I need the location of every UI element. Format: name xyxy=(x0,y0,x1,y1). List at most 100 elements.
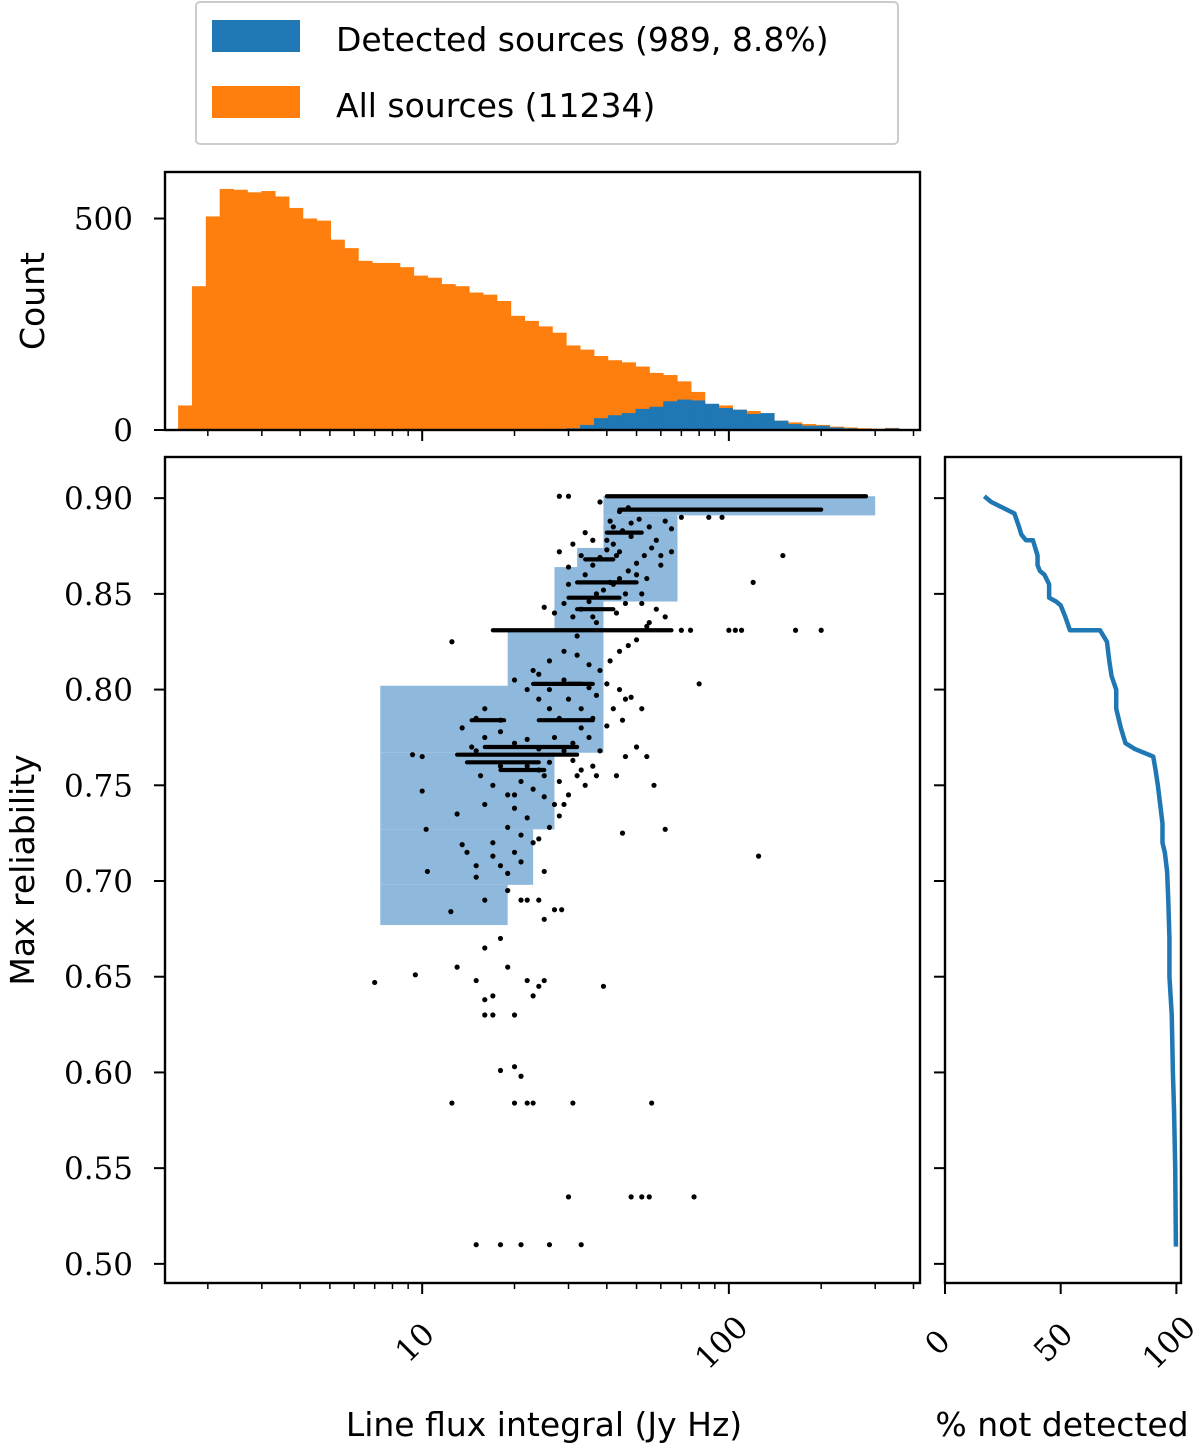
hist-bar-all xyxy=(317,221,331,430)
point-24 xyxy=(559,907,564,912)
point-106 xyxy=(512,741,517,746)
point-63 xyxy=(590,614,595,619)
point-104 xyxy=(482,735,487,740)
point-164 xyxy=(590,563,595,568)
point-143 xyxy=(547,658,552,663)
hist-bar-detected xyxy=(594,418,608,430)
point-161 xyxy=(642,553,647,558)
point-160 xyxy=(634,561,639,566)
point-8 xyxy=(449,639,454,644)
point-49 xyxy=(793,628,798,633)
hist-bar-all xyxy=(275,197,289,430)
point-205 xyxy=(579,725,584,730)
point-169 xyxy=(629,520,634,525)
point-46 xyxy=(726,628,731,633)
point-184 xyxy=(644,576,649,581)
point-154 xyxy=(586,599,591,604)
point-130 xyxy=(611,706,616,711)
point-3 xyxy=(420,754,425,759)
point-39 xyxy=(604,681,609,686)
hist-bar-all xyxy=(247,192,261,430)
point-191 xyxy=(626,505,631,510)
point-159 xyxy=(626,568,631,573)
point-208 xyxy=(552,735,557,740)
point-88 xyxy=(531,1100,536,1105)
hist-bar-all xyxy=(234,190,248,430)
point-12 xyxy=(455,811,460,816)
scatter-x-axis-label: Line flux integral (Jy Hz) xyxy=(346,1405,742,1444)
point-4 xyxy=(420,788,425,793)
point-189 xyxy=(608,519,613,524)
point-132 xyxy=(629,695,634,700)
point-179 xyxy=(542,605,547,610)
point-32 xyxy=(623,754,628,759)
point-128 xyxy=(597,748,602,753)
xtick-label-10: 10 xyxy=(388,1316,441,1369)
point-13 xyxy=(478,773,483,778)
hist-bar-all xyxy=(414,276,428,430)
not-detected-line xyxy=(984,496,1176,1246)
point-35 xyxy=(620,831,625,836)
point-16 xyxy=(512,792,517,797)
point-173 xyxy=(679,515,684,520)
point-66 xyxy=(557,549,562,554)
ytick-label-0.50: 0.50 xyxy=(64,1247,133,1283)
point-176 xyxy=(566,582,571,587)
point-86 xyxy=(512,1100,517,1105)
point-193 xyxy=(611,524,616,529)
point-195 xyxy=(570,542,575,547)
point-212 xyxy=(460,725,465,730)
ytick-label-0.60: 0.60 xyxy=(64,1055,133,1091)
point-89 xyxy=(570,1100,575,1105)
hist-bar-all xyxy=(566,345,580,430)
point-121 xyxy=(525,764,530,769)
point-112 xyxy=(542,794,547,799)
point-53 xyxy=(566,494,571,499)
point-77 xyxy=(525,978,530,983)
band-0 xyxy=(603,496,875,515)
point-75 xyxy=(490,993,495,998)
point-14 xyxy=(482,802,487,807)
point-199 xyxy=(644,624,649,629)
point-202 xyxy=(561,677,566,682)
point-181 xyxy=(575,633,580,638)
point-135 xyxy=(579,706,584,711)
point-110 xyxy=(518,779,523,784)
point-220 xyxy=(512,850,517,855)
hist-bar-all xyxy=(539,326,553,430)
point-57 xyxy=(647,524,652,529)
point-42 xyxy=(697,681,702,686)
point-74 xyxy=(512,1012,517,1017)
point-58 xyxy=(658,563,663,568)
point-25 xyxy=(566,792,571,797)
point-78 xyxy=(536,984,541,989)
hist-bar-all xyxy=(441,284,455,430)
point-141 xyxy=(512,677,517,682)
point-61 xyxy=(623,601,628,606)
side-panel: 0 50 100 % not detected xyxy=(918,457,1200,1444)
point-116 xyxy=(518,832,523,837)
point-166 xyxy=(604,547,609,552)
point-219 xyxy=(547,825,552,830)
point-5 xyxy=(424,827,429,832)
point-44 xyxy=(679,628,684,633)
point-206 xyxy=(570,741,575,746)
point-105 xyxy=(498,729,503,734)
histogram-panel: 0 500 Count xyxy=(13,172,927,449)
point-183 xyxy=(623,591,628,596)
point-207 xyxy=(561,748,566,753)
point-102 xyxy=(498,936,503,941)
point-122 xyxy=(536,767,541,772)
hist-bar-all xyxy=(220,189,234,430)
point-194 xyxy=(579,553,584,558)
point-218 xyxy=(536,836,541,841)
hist-bar-all xyxy=(289,208,303,430)
point-153 xyxy=(579,607,584,612)
point-26 xyxy=(561,802,566,807)
point-150 xyxy=(626,643,631,648)
hist-bar-all xyxy=(497,301,511,430)
point-145 xyxy=(575,653,580,658)
point-7 xyxy=(448,909,453,914)
